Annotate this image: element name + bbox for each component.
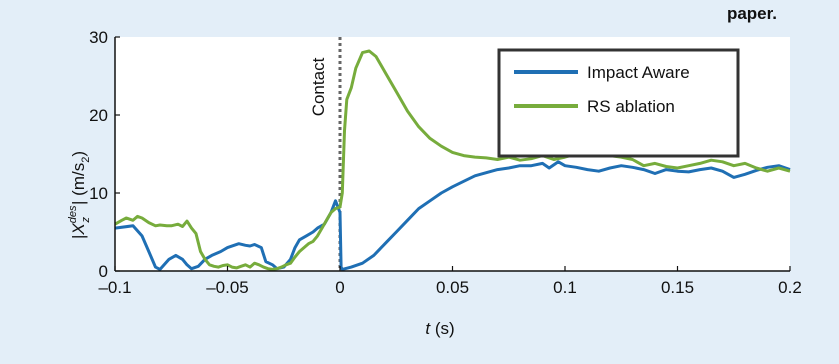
legend-label-rs-ablation: RS ablation [587,97,675,116]
x-tick-label: 0.05 [436,278,469,297]
x-axis-label: t (s) [425,319,454,338]
y-tick-label: 20 [89,106,108,125]
y-axis-label-prefix: | [69,235,88,239]
legend-label-impact-aware: Impact Aware [587,63,690,82]
legend-box [497,48,740,158]
y-axis-ticks: 0 10 20 30 [89,28,120,281]
y-axis-label: |Xdesz | (m/s2) [67,151,92,239]
corner-caption-text: paper. [727,4,777,23]
contact-annotation: Contact [309,57,328,116]
y-axis-label-sub: z [80,216,92,223]
legend: Impact Aware RS ablation [497,48,740,158]
y-axis-label-unit-sub: 2 [80,157,92,163]
x-tick-label: 0.2 [778,278,802,297]
y-tick-label: 30 [89,28,108,47]
y-axis-label-var: X [69,223,88,236]
x-axis-ticks: –0.1 –0.05 0 0.05 0.1 0.15 0.2 [98,266,802,297]
series-line-impact-aware [114,160,791,271]
x-axis-label-var: t [425,319,431,338]
x-tick-label: 0.15 [661,278,694,297]
y-tick-label: 0 [99,262,108,281]
y-tick-label: 10 [89,184,108,203]
x-tick-label: 0 [335,278,344,297]
y-axis-label-unit: | (m/s [69,163,88,205]
x-tick-label: 0.1 [553,278,577,297]
x-tick-label: –0.1 [98,278,131,297]
y-axis-label-sup: des [67,205,79,223]
y-axis-label-close: ) [69,151,88,157]
x-axis-label-unit: (s) [430,319,455,338]
x-tick-label: –0.05 [206,278,249,297]
